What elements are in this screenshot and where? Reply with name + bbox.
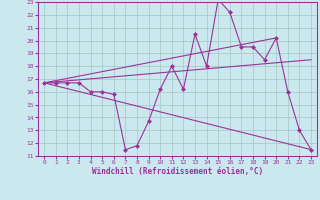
X-axis label: Windchill (Refroidissement éolien,°C): Windchill (Refroidissement éolien,°C) — [92, 167, 263, 176]
